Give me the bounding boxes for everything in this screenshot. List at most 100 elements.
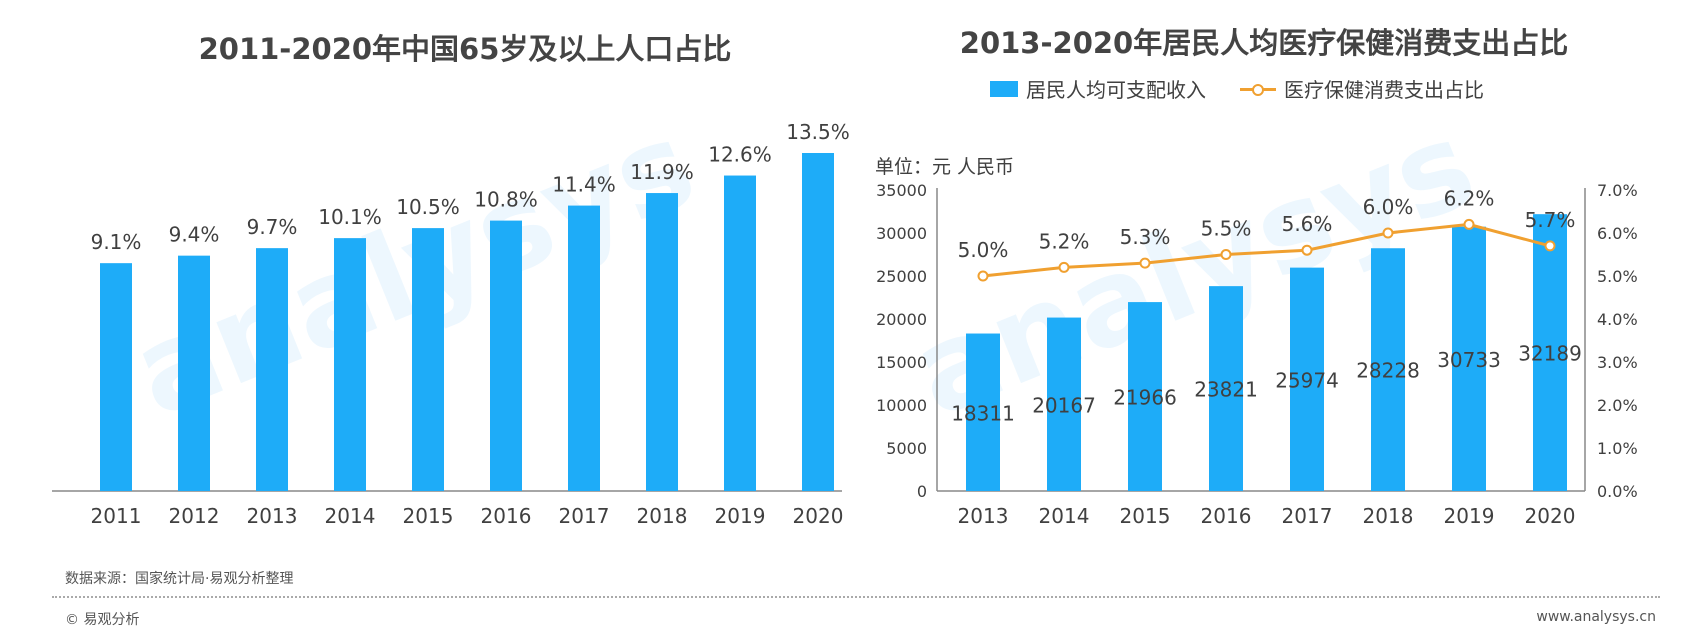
data-label: 9.7%: [247, 215, 298, 239]
bar: [1047, 317, 1081, 491]
line-data-label: 5.6%: [1282, 212, 1333, 236]
line-point: [1382, 227, 1394, 239]
data-label: 9.1%: [91, 230, 142, 254]
line-point: [977, 270, 989, 282]
x-tick-label: 2015: [403, 504, 454, 528]
y-tick-label-left: 20000: [876, 310, 927, 329]
bar-data-label: 32189: [1518, 342, 1582, 366]
line-data-label: 5.7%: [1525, 208, 1576, 232]
data-label: 11.9%: [630, 160, 694, 184]
bar: [646, 193, 678, 491]
unit-label: 单位：元 人民币: [875, 156, 1015, 178]
x-tick-label: 2014: [1039, 504, 1090, 528]
x-tick-label: 2012: [169, 504, 220, 528]
bar: [1128, 302, 1162, 491]
bar-data-label: 21966: [1113, 386, 1177, 410]
y-tick-label-left: 35000: [876, 181, 927, 200]
y-tick-label-left: 10000: [876, 396, 927, 415]
bar: [256, 248, 288, 491]
bar: [100, 263, 132, 491]
bar: [1533, 214, 1567, 491]
data-label: 10.8%: [474, 188, 538, 212]
y-tick-label-left: 30000: [876, 224, 927, 243]
bar: [1209, 286, 1243, 491]
bar: [1371, 248, 1405, 491]
y-tick-label-right: 6.0%: [1597, 224, 1638, 243]
bar: [966, 333, 1000, 491]
line-point: [1544, 240, 1556, 252]
bar-data-label: 25974: [1275, 368, 1339, 392]
x-tick-label: 2016: [1201, 504, 1252, 528]
y-tick-label-right: 0.0%: [1597, 482, 1638, 501]
bar: [724, 175, 756, 492]
x-tick-label: 2016: [481, 504, 532, 528]
legend-item-ratio: 医疗保健消费支出占比: [1240, 74, 1484, 103]
data-source: 数据来源：国家统计局·易观分析整理: [65, 571, 294, 587]
line-swatch-icon: [1240, 81, 1276, 97]
line-data-label: 5.2%: [1039, 229, 1090, 253]
y-tick-label-right: 1.0%: [1597, 439, 1638, 458]
x-tick-label: 2017: [559, 504, 610, 528]
line-point: [1220, 249, 1232, 260]
y-tick-label-right: 3.0%: [1597, 353, 1638, 372]
y-tick-label-right: 2.0%: [1597, 396, 1638, 415]
line-data-label: 6.2%: [1444, 186, 1495, 210]
y-tick-label-left: 15000: [876, 353, 927, 372]
x-tick-label: 2013: [247, 504, 298, 528]
line-data-label: 6.0%: [1363, 195, 1414, 219]
data-label: 12.6%: [708, 143, 772, 167]
bar-data-label: 28228: [1356, 359, 1420, 383]
line-series: [982, 222, 1551, 278]
chart-title-left: 2011-2020年中国65岁及以上人口占比: [198, 32, 732, 66]
x-tick-label: 2018: [1363, 504, 1414, 528]
x-tick-label: 2015: [1120, 504, 1171, 528]
y-tick-label-left: 25000: [876, 267, 927, 286]
x-tick-label: 2017: [1282, 504, 1333, 528]
data-label: 13.5%: [786, 120, 850, 144]
x-tick-label: 2020: [793, 504, 844, 528]
legend-item-income: 居民人均可支配收入: [990, 74, 1206, 103]
line-data-label: 5.5%: [1201, 217, 1252, 241]
bar-data-label: 30733: [1437, 348, 1501, 372]
bar-data-label: 23821: [1194, 378, 1258, 402]
x-tick-label: 2020: [1525, 504, 1576, 528]
bar: [802, 153, 834, 491]
y-tick-label-right: 5.0%: [1597, 267, 1638, 286]
line-point: [1139, 257, 1151, 269]
website: www.analysys.cn: [1536, 609, 1656, 625]
bar: [490, 220, 522, 491]
line-point: [1301, 244, 1313, 256]
x-tick-label: 2019: [715, 504, 766, 528]
line-data-label: 5.0%: [958, 238, 1009, 262]
legend: 居民人均可支配收入 医疗保健消费支出占比: [990, 74, 1484, 103]
x-tick-label: 2014: [325, 504, 376, 528]
bar: [412, 228, 444, 491]
bar: [1452, 226, 1486, 491]
line-point: [1463, 218, 1475, 230]
bar-swatch-icon: [990, 80, 1018, 97]
bar-data-label: 18311: [951, 401, 1015, 425]
legend-label: 医疗保健消费支出占比: [1284, 78, 1484, 102]
y-tick-label-right: 7.0%: [1597, 181, 1638, 200]
y-tick-label-right: 4.0%: [1597, 310, 1638, 329]
data-label: 10.1%: [318, 205, 382, 229]
bar: [1290, 267, 1324, 491]
bar: [568, 205, 600, 492]
y-tick-label-left: 5000: [886, 439, 927, 458]
x-tick-label: 2013: [958, 504, 1009, 528]
line-point: [1058, 261, 1070, 273]
x-tick-label: 2019: [1444, 504, 1495, 528]
legend-label: 居民人均可支配收入: [1026, 78, 1206, 102]
data-label: 10.5%: [396, 195, 460, 219]
chart-title-right: 2013-2020年居民人均医疗保健消费支出占比: [959, 26, 1569, 60]
x-tick-label: 2018: [637, 504, 688, 528]
bar: [334, 238, 366, 491]
data-label: 9.4%: [169, 223, 220, 247]
copyright: © 易观分析: [65, 612, 140, 628]
y-tick-label-left: 0: [917, 482, 927, 501]
bar-data-label: 20167: [1032, 393, 1096, 417]
divider: [52, 596, 1660, 598]
data-label: 11.4%: [552, 173, 616, 197]
x-tick-label: 2011: [91, 504, 142, 528]
